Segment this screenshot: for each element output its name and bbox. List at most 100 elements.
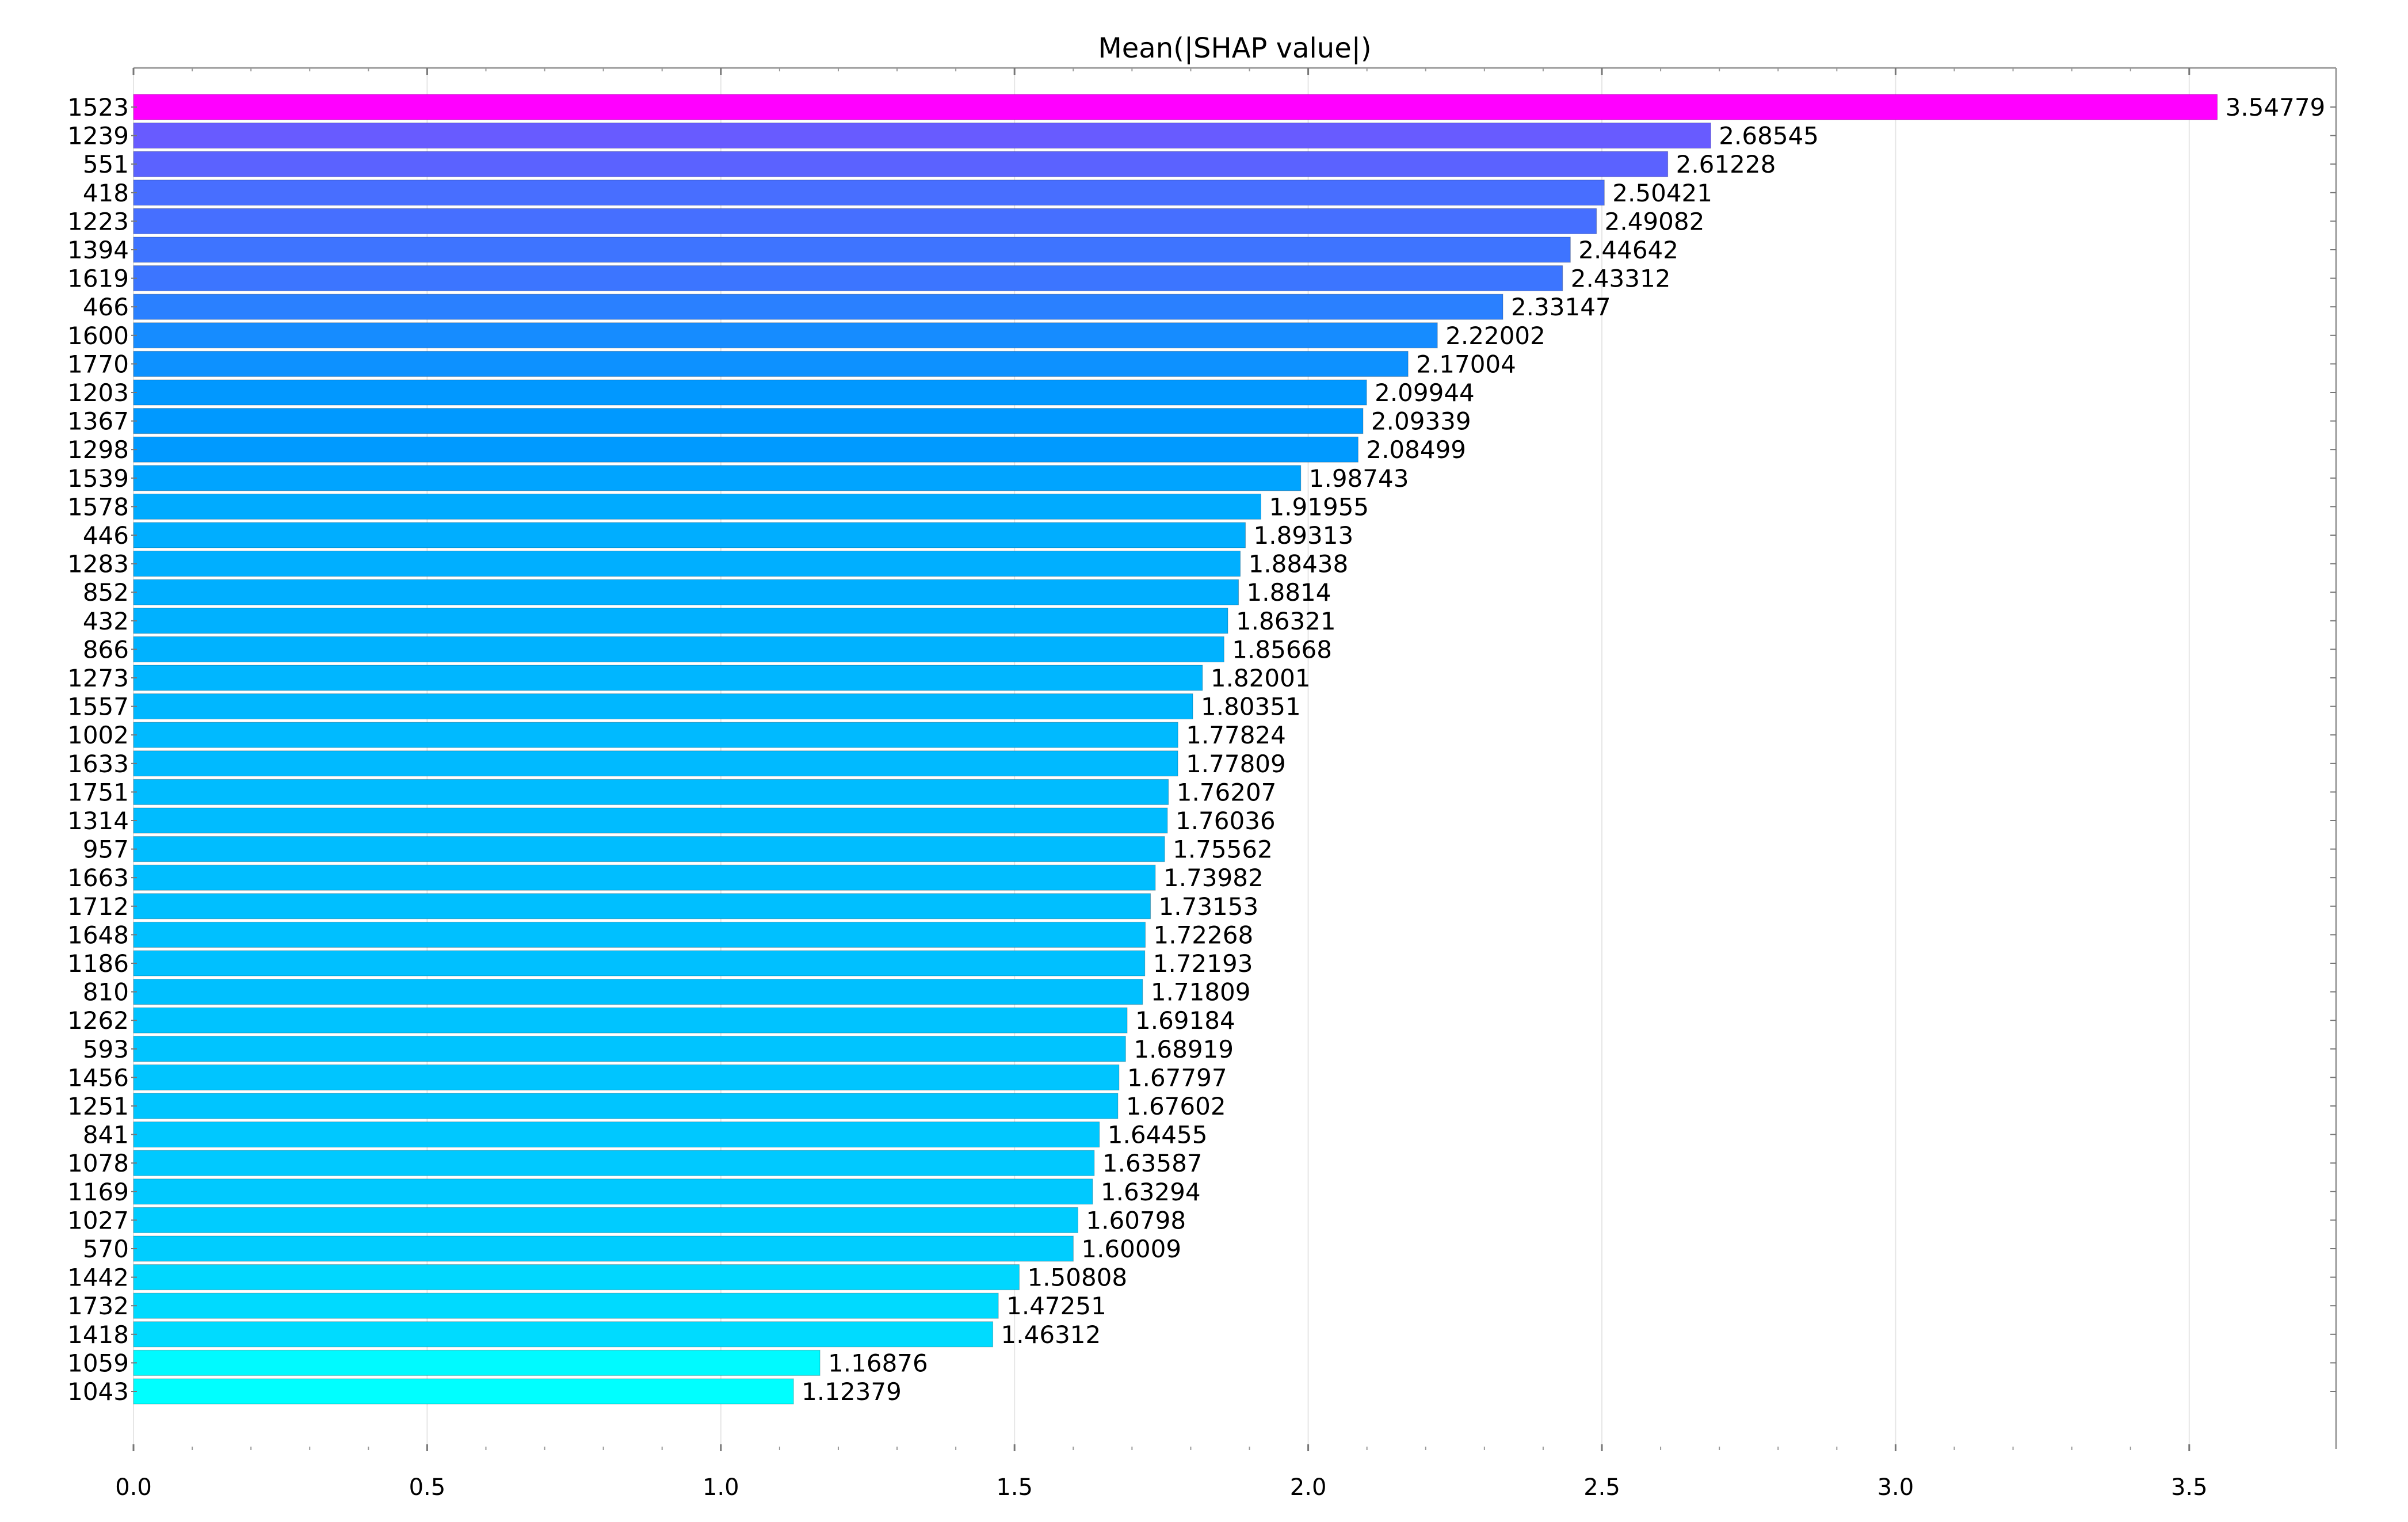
category-label: 1633 [67, 750, 129, 778]
x-tick-label: 2.5 [1583, 1474, 1620, 1501]
bar-1251 [133, 1093, 1119, 1119]
value-label: 1.68919 [1134, 1035, 1234, 1063]
chart-title: Mean(|SHAP value|) [1098, 32, 1371, 64]
category-label: 1262 [67, 1006, 129, 1035]
value-label: 1.16876 [828, 1349, 928, 1377]
value-label: 2.08499 [1366, 436, 1466, 464]
category-label: 1169 [67, 1178, 129, 1206]
value-label: 1.71809 [1151, 978, 1251, 1006]
value-label: 1.80351 [1201, 693, 1301, 721]
category-label: 1712 [67, 892, 129, 921]
x-tick-label: 2.0 [1290, 1474, 1327, 1501]
category-label: 1394 [67, 236, 129, 264]
bar-1273 [133, 665, 1203, 691]
value-label: 2.09339 [1371, 407, 1471, 436]
category-label: 841 [83, 1121, 129, 1149]
value-label: 1.77824 [1186, 721, 1286, 749]
value-label: 1.75562 [1173, 836, 1273, 864]
category-label: 1732 [67, 1292, 129, 1320]
category-label: 1027 [67, 1206, 129, 1234]
value-label: 1.82001 [1211, 664, 1311, 692]
value-label: 1.88438 [1249, 550, 1349, 578]
x-tick-label: 0.5 [409, 1474, 446, 1501]
bar-1367 [133, 408, 1364, 434]
bar-1314 [133, 807, 1168, 834]
x-tick-label: 3.0 [1877, 1474, 1914, 1501]
bar-1557 [133, 693, 1193, 720]
bar-852 [133, 579, 1239, 605]
category-label: 1456 [67, 1063, 129, 1092]
category-label: 418 [83, 179, 129, 207]
value-label: 2.44642 [1578, 236, 1678, 264]
category-label: 852 [83, 578, 129, 606]
value-label: 1.63587 [1102, 1149, 1203, 1177]
category-label: 1314 [67, 807, 129, 835]
bar-1751 [133, 779, 1169, 805]
value-label: 2.09944 [1375, 379, 1475, 407]
bar-446 [133, 522, 1246, 548]
category-label: 1251 [67, 1092, 129, 1120]
category-label: 1283 [67, 550, 129, 578]
category-label: 1002 [67, 721, 129, 749]
value-label: 1.85668 [1232, 635, 1332, 663]
value-label: 1.72193 [1153, 949, 1253, 978]
category-label: 1298 [67, 436, 129, 464]
value-label: 1.47251 [1006, 1292, 1106, 1320]
bar-1059 [133, 1349, 821, 1376]
value-label: 2.61228 [1676, 150, 1776, 178]
bar-810 [133, 979, 1143, 1005]
value-label: 1.60009 [1081, 1235, 1181, 1263]
value-label: 2.33147 [1511, 293, 1611, 321]
category-label: 1442 [67, 1264, 129, 1292]
bar-1078 [133, 1150, 1095, 1176]
bar-570 [133, 1235, 1074, 1262]
bar-841 [133, 1122, 1100, 1148]
category-label: 593 [83, 1035, 129, 1063]
x-tick-label: 0.0 [115, 1474, 152, 1501]
category-label: 432 [83, 607, 129, 635]
bar-1619 [133, 265, 1563, 292]
bar-1770 [133, 350, 1409, 377]
bar-593 [133, 1036, 1126, 1062]
value-label: 1.67797 [1127, 1063, 1227, 1092]
category-label: 1418 [67, 1321, 129, 1349]
x-tick-label: 3.5 [2171, 1474, 2208, 1501]
value-label: 1.98743 [1309, 464, 1409, 493]
bar-1203 [133, 379, 1367, 406]
value-label: 1.50808 [1027, 1264, 1127, 1292]
value-label: 2.68545 [1719, 122, 1819, 150]
x-axis-ticks: 0.0 0.5 1.0 1.5 2.0 2.5 3.0 3.5 [115, 68, 2336, 1501]
bar-1239 [133, 123, 1711, 149]
bar-1394 [133, 236, 1571, 263]
value-label: 1.72268 [1154, 921, 1254, 949]
category-label: 1223 [67, 207, 129, 235]
category-label: 1557 [67, 693, 129, 721]
value-label: 1.60798 [1086, 1206, 1186, 1234]
bar-1456 [133, 1064, 1120, 1090]
bar-1418 [133, 1321, 994, 1348]
category-label: 1770 [67, 350, 129, 378]
value-label: 1.63294 [1101, 1178, 1201, 1206]
bar-1186 [133, 950, 1146, 976]
bar-1539 [133, 465, 1302, 491]
category-label: 446 [83, 521, 129, 550]
value-label: 2.43312 [1571, 265, 1671, 293]
category-label: 1648 [67, 921, 129, 949]
value-label: 1.89313 [1254, 521, 1354, 550]
bar-1043 [133, 1378, 794, 1405]
category-label: 1751 [67, 778, 129, 806]
bar-1169 [133, 1178, 1093, 1205]
bar-1732 [133, 1292, 999, 1319]
value-label: 1.76207 [1177, 778, 1277, 806]
value-label: 1.12379 [802, 1378, 902, 1406]
x-tick-label: 1.0 [703, 1474, 739, 1501]
category-label: 1078 [67, 1149, 129, 1177]
bar-1633 [133, 750, 1178, 777]
category-label: 866 [83, 635, 129, 663]
bar-1223 [133, 208, 1597, 234]
value-label: 2.17004 [1416, 350, 1516, 378]
category-label: 1367 [67, 407, 129, 436]
bars [133, 94, 2218, 1405]
bar-432 [133, 608, 1228, 634]
